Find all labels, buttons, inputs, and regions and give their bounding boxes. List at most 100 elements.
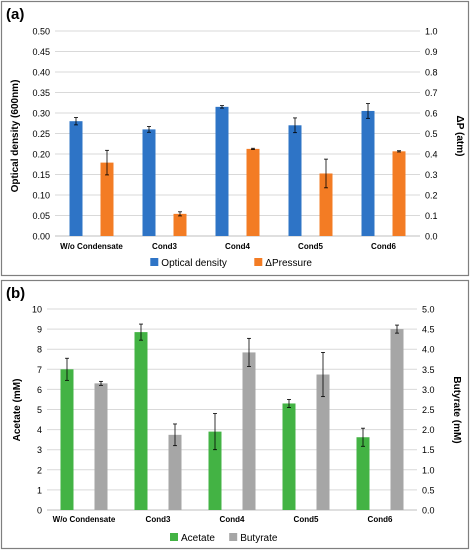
panel-a-error-bars (74, 103, 401, 217)
panel-a-bar (319, 173, 333, 236)
panel-a-right-tick-label: 0.3 (425, 170, 438, 180)
panel-b-category-label: Cond4 (220, 515, 245, 524)
panel-a-left-tick-label: 0.45 (32, 47, 50, 57)
panel-b-grid (47, 308, 417, 511)
panel-b-right-tick-label: 1.0 (422, 465, 435, 475)
panel-a-bar (142, 129, 156, 236)
panel-b-category-label: W/o Condensate (53, 515, 116, 524)
panel-a-left-tick-label: 0.20 (32, 150, 50, 160)
panel-b-bar (242, 352, 256, 510)
panel-a-left-tick-label: 0.35 (32, 88, 50, 98)
panel-a-right-tick-label: 0.0 (425, 232, 438, 242)
panel-b-left-tick-label: 8 (37, 345, 42, 355)
panel-a-right-tick-label: 0.1 (425, 211, 438, 221)
panel-b-right-tick-label: 3.5 (422, 365, 435, 375)
panel-a-right-tick-label: 0.2 (425, 191, 438, 201)
panel-b-bar (356, 437, 370, 510)
panel-b-bar (390, 329, 404, 510)
panel-a-legend-label: Optical density (161, 258, 227, 269)
panel-b-right-tick-label: 4.0 (422, 345, 435, 355)
panel-a-right-tick-label: 0.4 (425, 150, 438, 160)
panel-a-category-label: Cond4 (225, 242, 250, 251)
panel-a-right-tick-label: 0.9 (425, 47, 438, 57)
panel-b-bar (94, 383, 108, 510)
panel-b-right-tick-label: 2.0 (422, 425, 435, 435)
panel-b-left-tick-label: 7 (37, 365, 42, 375)
panel-b-legend-label: Acetate (181, 533, 215, 544)
panel-a-legend-swatch (150, 258, 159, 266)
panel-a-left-tick-label: 0.15 (32, 170, 50, 180)
panel-a-bar (288, 125, 302, 236)
panel-a-bar (173, 213, 187, 236)
panel-b-bar (316, 374, 330, 510)
panel-a-category-label: Cond3 (152, 242, 177, 251)
panel-a-left-ticks: 0.00 0.05 0.10 0.15 0.20 0.25 0.30 0.35 0.40 0.45… (32, 27, 50, 242)
panel-b-bar (134, 332, 148, 510)
panel-a-y-axis-label: Optical density (600nm) (10, 80, 21, 193)
panel-b-bar (60, 369, 74, 510)
panel-b-y2-axis-label: Butyrate (mM) (451, 376, 462, 443)
panel-a-bar (361, 110, 375, 236)
panel-a-category-label: Cond6 (371, 242, 396, 251)
panel-a-bar (69, 121, 83, 236)
panel-a-right-tick-label: 0.5 (425, 129, 438, 139)
panel-a-bar (100, 162, 114, 236)
panel-a-right-tick-label: 0.8 (425, 68, 438, 78)
panel-b-left-tick-label: 4 (37, 425, 42, 435)
panel-b-right-tick-label: 3.0 (422, 385, 435, 395)
panel-a-left-tick-label: 0.50 (32, 27, 50, 37)
panel-a-left-tick-label: 0.30 (32, 109, 50, 119)
panel-b-left-tick-label: 9 (37, 325, 42, 335)
panel-b-bar (208, 431, 222, 510)
panel-b-left-tick-label: 2 (37, 465, 42, 475)
panel-a-bar (246, 148, 260, 236)
panel-a-left-tick-label: 0.10 (32, 191, 50, 201)
panel-a-legend: Optical density ΔPressure (150, 258, 312, 269)
panel-b-right-tick-label: 5.0 (422, 305, 435, 315)
panel-a-category-label: Cond5 (298, 242, 323, 251)
panel-b-category-label: Cond5 (294, 515, 319, 524)
panel-b-left-tick-label: 10 (32, 305, 42, 315)
panel-b-legend: Acetate Butyrate (170, 533, 278, 544)
panel-a-label: (a) (6, 6, 24, 23)
panel-b-y-axis-label: Acetate (mM) (12, 379, 23, 442)
panel-a-right-tick-label: 0.6 (425, 109, 438, 119)
chart-panel-a: (a) 0.000.050.100.150.200.250.300.350.40… (0, 0, 470, 277)
panel-a-left-tick-label: 0.00 (32, 232, 50, 242)
panel-b-label: (b) (6, 285, 25, 302)
panel-a-legend-label: ΔPressure (265, 258, 312, 269)
panel-a-right-tick-label: 0.7 (425, 88, 438, 98)
panel-b-left-tick-label: 1 (37, 485, 42, 495)
panel-b-bars (60, 329, 404, 510)
panel-b-legend-swatch (170, 533, 178, 541)
panel-a-y2-axis-label: ΔP (atm) (454, 116, 465, 157)
panel-a-legend-swatch (254, 258, 263, 266)
panel-a-left-tick-label: 0.25 (32, 129, 50, 139)
panel-b-legend-swatch (229, 533, 238, 541)
panel-b-bar (168, 434, 182, 510)
panel-a-right-ticks: 0.0 0.1 0.2 0.3 0.4 0.5 0.6 0.7 0.8 0.9 1.0 (425, 27, 438, 242)
panel-b-left-ticks: 0 1 2 3 4 5 6 7 8 9 10 (32, 305, 42, 516)
panel-b-left-tick-label: 3 (37, 445, 42, 455)
panel-a-category-label: W/o Condensate (60, 242, 123, 251)
panel-b-left-tick-label: 5 (37, 405, 42, 415)
panel-b-legend-label: Butyrate (240, 533, 278, 544)
panel-b-bar (282, 403, 296, 510)
panel-b-right-tick-label: 0.5 (422, 485, 435, 495)
panel-b-category-labels: W/o Condensate Cond3 Cond4 Cond5 Cond6 (53, 515, 393, 524)
panel-b-right-ticks: 0.0 0.5 1.0 1.5 2.0 2.5 3.0 3.5 4.0 4.5 5.0 (422, 305, 435, 516)
panel-a-bar (392, 151, 406, 236)
panel-b-left-tick-label: 0 (37, 506, 42, 516)
panel-a-bar (215, 106, 229, 236)
panel-a-category-labels: W/o Condensate Cond3 Cond4 Cond5 Cond6 (60, 242, 396, 251)
panel-a-left-tick-label: 0.05 (32, 211, 50, 221)
panel-b-right-tick-label: 0.0 (422, 506, 435, 516)
chart-panel-b: (b) 0 1 2 3 4 5 6 7 8 9 10 0.0 0.5 1.0 1.5 2.0 2.5 3.0 3.… (0, 279, 470, 550)
panel-b-error-bars (65, 323, 399, 451)
panel-a-right-tick-label: 1.0 (425, 27, 438, 37)
panel-a-left-tick-label: 0.40 (32, 68, 50, 78)
panel-b-left-tick-label: 6 (37, 385, 42, 395)
panel-b-right-tick-label: 2.5 (422, 405, 435, 415)
panel-b-category-label: Cond6 (368, 515, 393, 524)
